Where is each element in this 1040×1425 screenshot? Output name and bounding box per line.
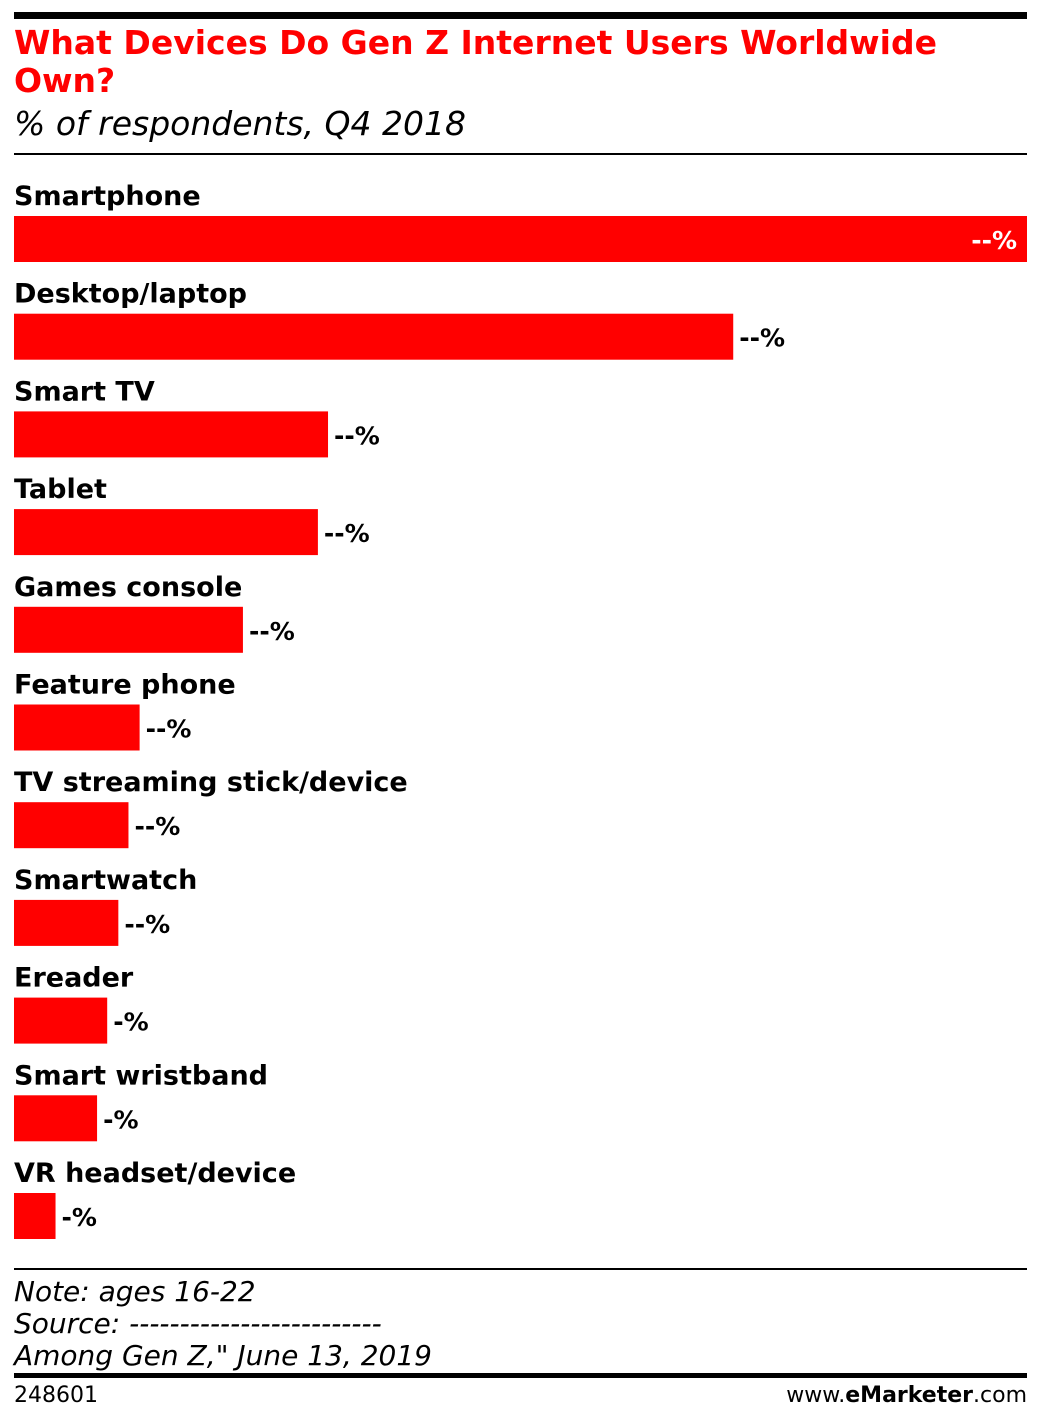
bottom-rule (14, 1373, 1027, 1378)
category-label-smartwatch: Smartwatch (14, 865, 197, 896)
value-label-smartphone: --% (971, 226, 1017, 255)
bar-tv-streaming-stick-device (14, 802, 129, 849)
value-label-tv-streaming-stick-device: --% (134, 812, 180, 841)
bar-smartphone (14, 216, 1027, 262)
bar-ereader (14, 997, 108, 1044)
bar-smart-wristband (14, 1095, 98, 1142)
header-divider (14, 153, 1027, 155)
category-label-feature-phone: Feature phone (14, 670, 236, 701)
bar-games-console (14, 606, 243, 653)
bar-chart: Smartphone --% Desktop/laptop --% Smart TV --… (14, 181, 1027, 1239)
bar-smartwatch (14, 899, 119, 946)
bar-desktop-laptop (14, 313, 734, 360)
category-label-tablet: Tablet (14, 474, 107, 505)
bar-vr-headset-device (14, 1193, 56, 1239)
category-label-ereader: Ereader (14, 963, 134, 994)
value-label-tablet: --% (324, 519, 370, 548)
brand-prefix: www. (786, 1383, 846, 1408)
value-label-smart-wristband: -% (103, 1105, 138, 1134)
top-rule (14, 12, 1027, 19)
source-text: Source: ------------------------- (14, 1307, 382, 1340)
brand-link[interactable]: www.eMarketer.com (786, 1382, 1027, 1410)
chart-title: What Devices Do Gen Z Internet Users Wor… (14, 23, 937, 100)
footer-divider (14, 1268, 1027, 1270)
category-label-vr-headset-device: VR headset/device (14, 1158, 296, 1189)
bar-tablet (14, 509, 318, 556)
footer-notes: Note: ages 16-22 Source: ---------------… (14, 1276, 1027, 1372)
value-label-ereader: -% (113, 1008, 148, 1037)
value-label-smart-tv: --% (334, 421, 380, 450)
category-label-smart-tv: Smart TV (14, 376, 155, 407)
source-continued-text: Among Gen Z," June 13, 2019 (14, 1339, 432, 1372)
category-label-games-console: Games console (14, 572, 242, 603)
brand-suffix: .com (973, 1383, 1027, 1408)
category-label-tv-streaming-stick-device: TV streaming stick/device (14, 767, 408, 798)
value-label-vr-headset-device: -% (62, 1203, 97, 1232)
chart-id: 248601 (14, 1383, 98, 1408)
bar-feature-phone (14, 704, 140, 751)
value-label-smartwatch: --% (124, 910, 170, 939)
value-label-desktop-laptop: --% (739, 324, 785, 353)
category-label-smartphone: Smartphone (14, 181, 201, 212)
bar-smart-tv (14, 411, 329, 458)
category-label-smart-wristband: Smart wristband (14, 1060, 268, 1091)
value-label-feature-phone: --% (146, 715, 192, 744)
value-label-games-console: --% (249, 617, 295, 646)
chart-subtitle: % of respondents, Q4 2018 (14, 104, 466, 143)
note-text: Note: ages 16-22 (14, 1275, 256, 1308)
category-label-desktop-laptop: Desktop/laptop (14, 279, 247, 310)
brand-name: eMarketer (845, 1383, 974, 1408)
